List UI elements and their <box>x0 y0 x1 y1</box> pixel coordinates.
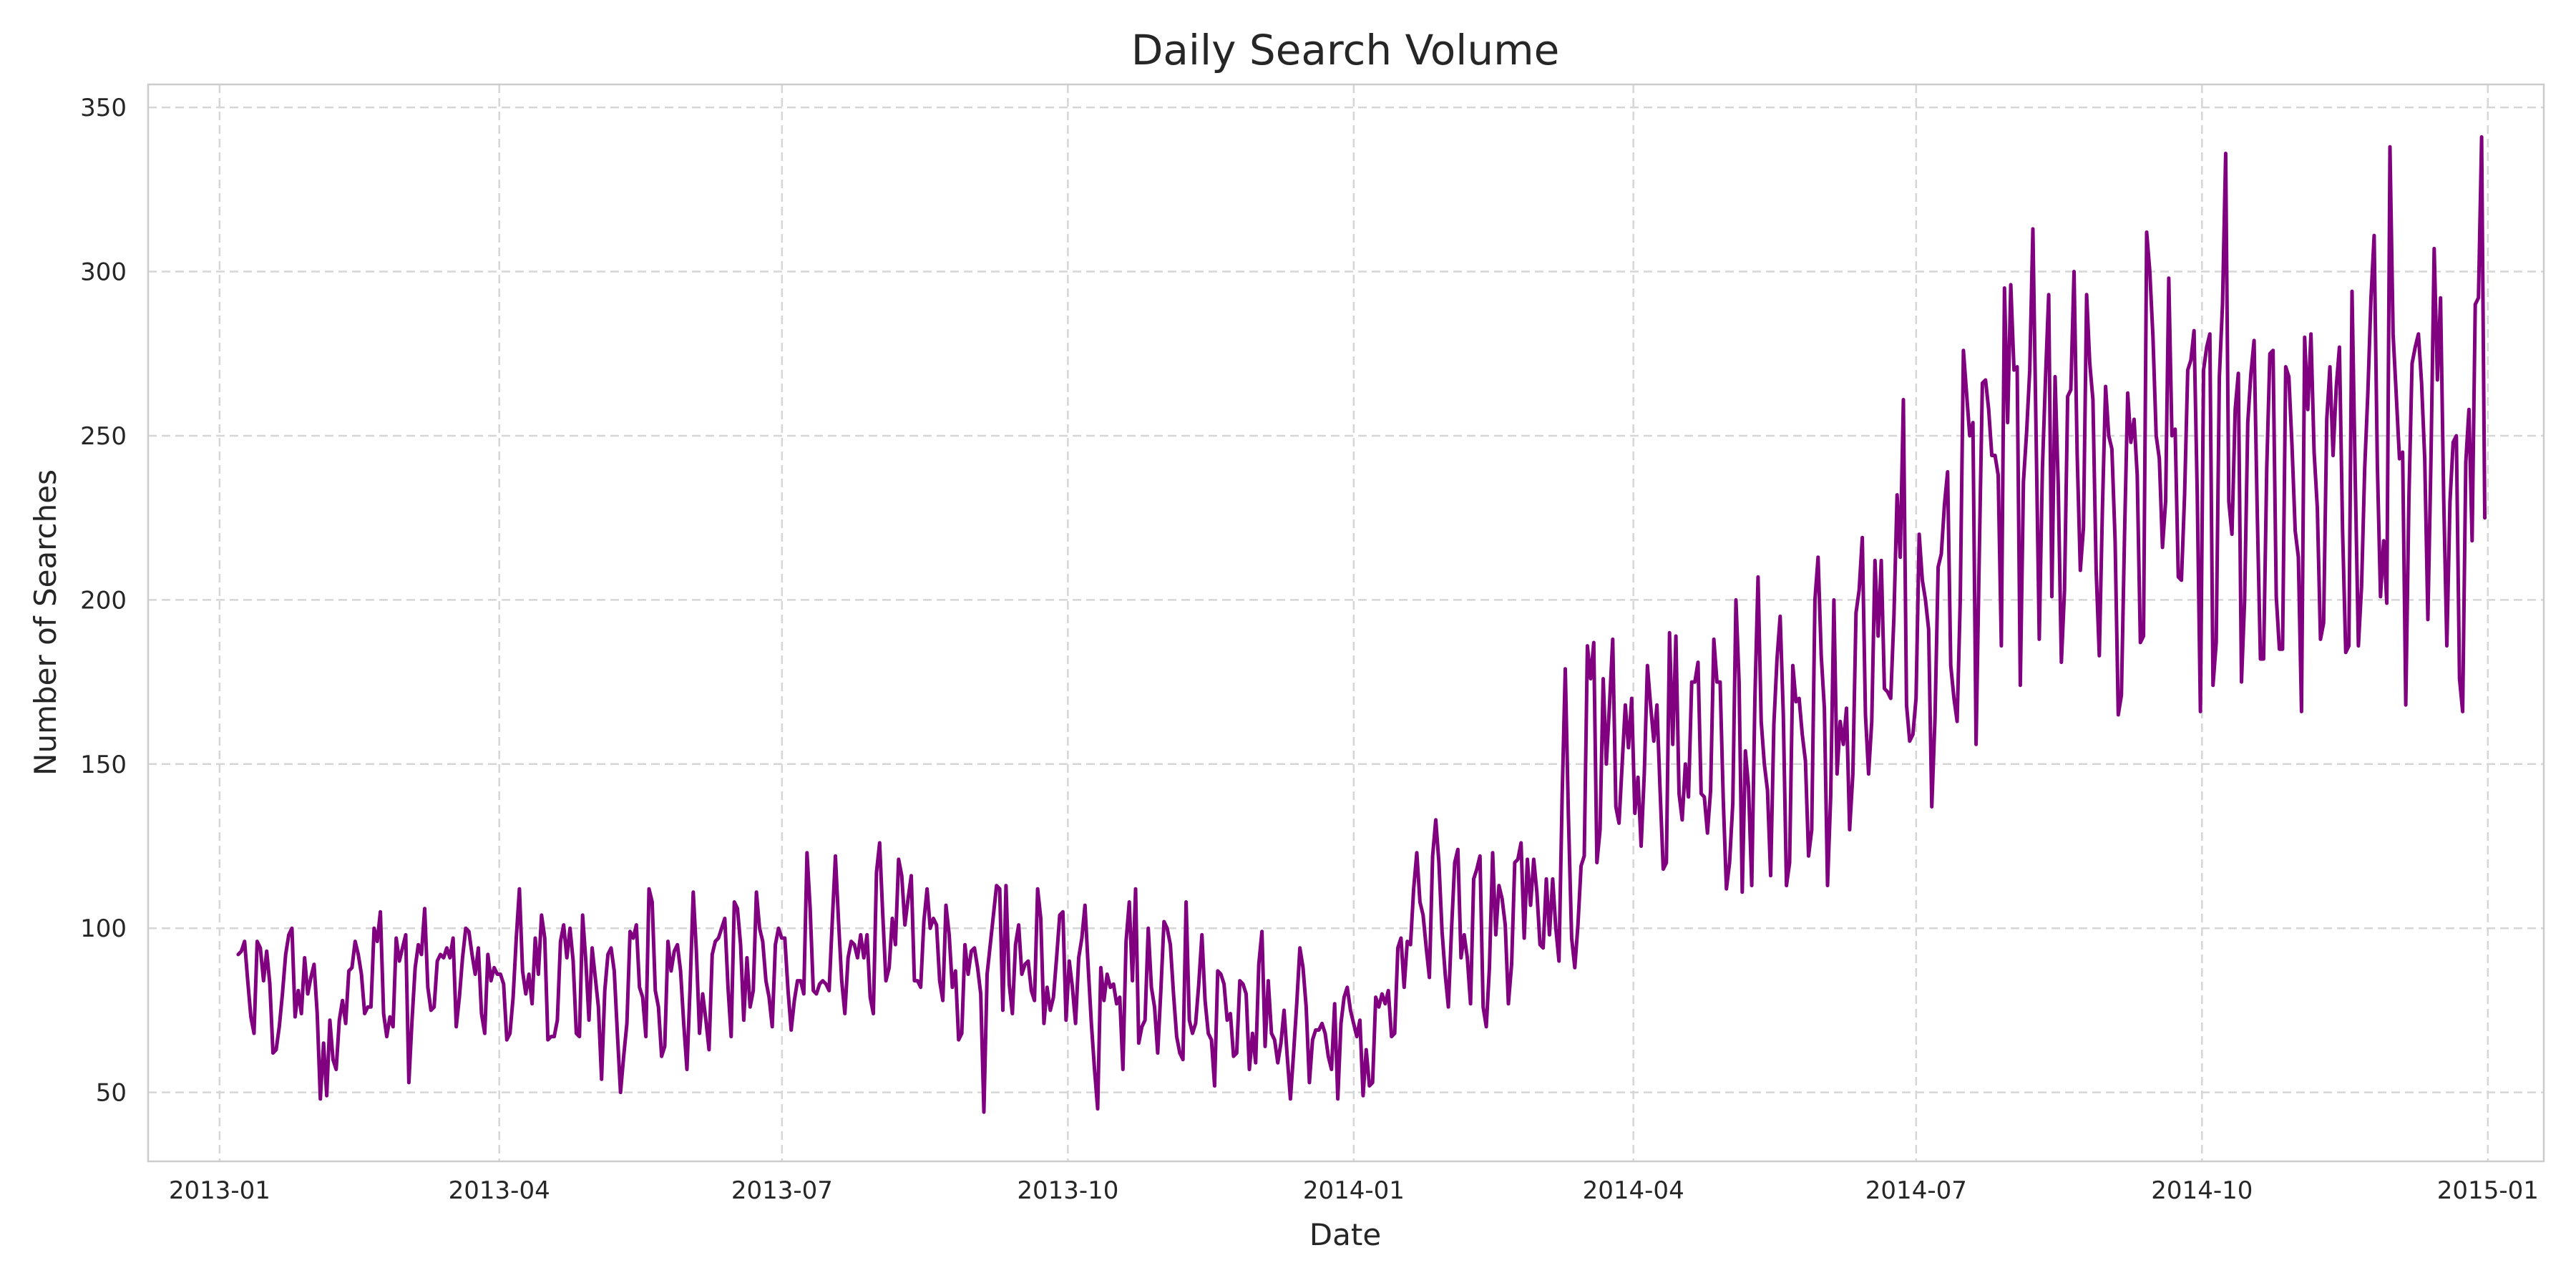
y-tick-label: 350 <box>80 94 127 122</box>
series-line <box>236 135 2487 1114</box>
y-tick-labels: 50 100 150 200 250 300 350 <box>80 94 127 1108</box>
chart-title: Daily Search Volume <box>1131 26 1560 74</box>
x-tick-label: 2013-04 <box>449 1176 550 1205</box>
x-axis-label: Date <box>1309 1217 1381 1252</box>
x-tick-label: 2014-10 <box>2151 1176 2253 1205</box>
x-tick-label: 2015-01 <box>2437 1176 2539 1205</box>
y-tick-label: 100 <box>80 914 127 943</box>
plot-frame <box>147 83 2545 1163</box>
x-tick-labels: 2013-01 2013-04 2013-07 2013-10 2014-01 2014-… <box>169 1176 2539 1205</box>
y-tick-label: 250 <box>80 422 127 451</box>
y-axis-label: Number of Searches <box>28 469 63 776</box>
series-layer <box>236 135 2487 1114</box>
x-tick-label: 2014-04 <box>1583 1176 1684 1205</box>
x-tick-label: 2014-07 <box>1865 1176 1967 1205</box>
x-tick-label: 2014-01 <box>1303 1176 1405 1205</box>
y-tick-label: 50 <box>96 1079 127 1108</box>
y-tick-label: 150 <box>80 751 127 779</box>
gridlines <box>148 84 2544 1161</box>
x-tick-label: 2013-10 <box>1017 1176 1118 1205</box>
x-tick-label: 2013-01 <box>169 1176 270 1205</box>
y-tick-label: 200 <box>80 586 127 615</box>
y-tick-label: 300 <box>80 258 127 287</box>
x-tick-label: 2013-07 <box>731 1176 833 1205</box>
